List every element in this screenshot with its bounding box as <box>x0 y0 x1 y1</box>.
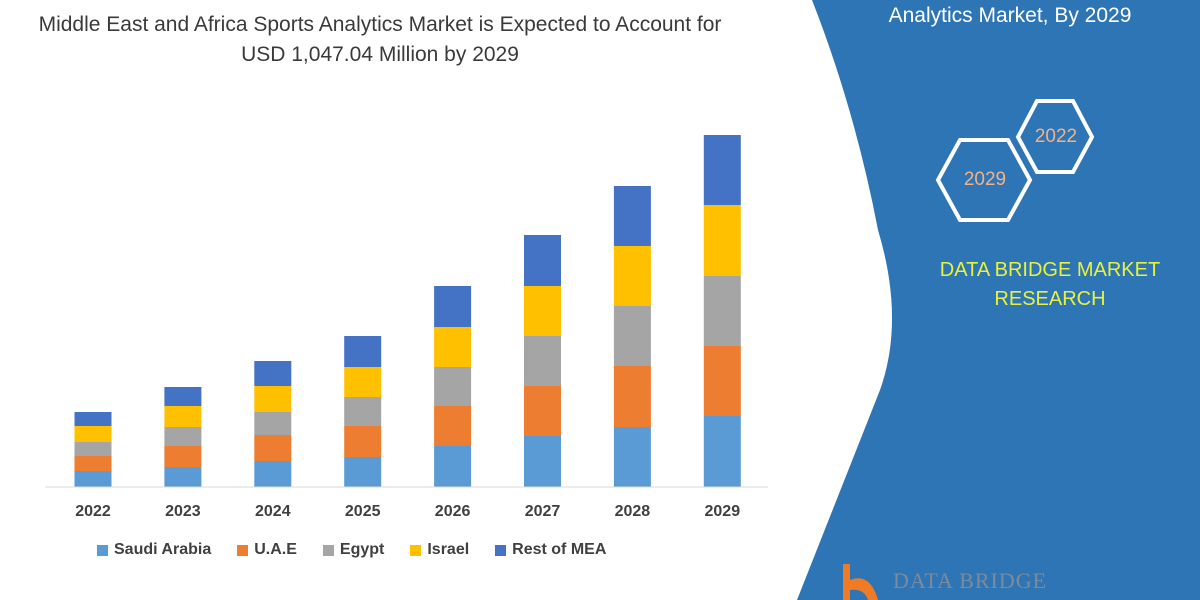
bar-segment-2026-israel <box>434 327 472 367</box>
bar-segment-2026-saudi-arabia <box>434 446 472 487</box>
bar-segment-2025-egypt <box>344 397 382 426</box>
legend-label: Egypt <box>339 541 385 558</box>
bar-segment-2026-egypt <box>434 367 472 406</box>
x-tick-label: 2026 <box>434 503 471 520</box>
bar-segment-2027-israel <box>524 286 561 336</box>
legend-label: Saudi Arabia <box>114 541 212 558</box>
legend-item: Israel <box>410 541 469 559</box>
bar-segment-2022-egypt <box>74 442 112 456</box>
bar-segment-2024-rest-of-mea <box>254 361 292 386</box>
x-tick-label: 2025 <box>344 503 381 520</box>
bar-segment-2022-u-a-e <box>74 456 112 471</box>
bar-segment-2029-u-a-e <box>703 346 741 416</box>
bar-segment-2029-rest-of-mea <box>703 135 741 205</box>
bar-segment-2027-saudi-arabia <box>524 436 561 487</box>
legend-label: Rest of MEA <box>512 541 607 558</box>
hex-label-2029: 2029 <box>963 169 1007 190</box>
bar-segment-2025-saudi-arabia <box>344 457 382 487</box>
logo-text: DATA BRIDGE <box>893 568 1048 593</box>
bar-segment-2026-u-a-e <box>434 406 472 446</box>
legend-item: U.A.E <box>237 541 297 559</box>
stacked-bar-chart <box>74 135 741 487</box>
brand-line-1: DATA BRIDGE MARKET <box>939 259 1161 281</box>
x-tick-label: 2027 <box>524 503 561 520</box>
bar-segment-2023-israel <box>164 406 202 427</box>
legend-item: Egypt <box>322 541 385 559</box>
legend-label: U.A.E <box>254 541 297 558</box>
x-tick-label: 2023 <box>165 503 201 520</box>
bar-segment-2025-rest-of-mea <box>344 336 382 367</box>
bar-segment-2025-israel <box>344 367 382 397</box>
side-panel-title: Analytics Market, By 2029 <box>888 4 1132 27</box>
bar-segment-2024-israel <box>254 386 292 412</box>
legend-swatch <box>410 544 422 556</box>
bar-segment-2027-u-a-e <box>524 386 561 436</box>
bar-segment-2028-israel <box>613 246 651 306</box>
hexagon-2029 <box>935 138 1033 222</box>
bar-segment-2027-rest-of-mea <box>524 235 561 286</box>
bar-segment-2023-egypt <box>164 427 202 446</box>
bar-segment-2022-israel <box>74 426 112 442</box>
chart-title: Middle East and Africa Sports Analytics … <box>38 13 722 66</box>
legend-swatch <box>237 544 249 556</box>
brand-text: DATA BRIDGE MARKET RESEARCH <box>905 256 1195 314</box>
bar-segment-2025-u-a-e <box>344 426 382 457</box>
bar-segment-2028-u-a-e <box>613 366 651 427</box>
x-tick-label: 2022 <box>75 503 111 520</box>
bar-segment-2024-egypt <box>254 412 292 435</box>
legend-item: Rest of MEA <box>495 541 606 559</box>
bar-segment-2023-saudi-arabia <box>164 467 202 487</box>
bar-segment-2026-rest-of-mea <box>434 286 472 327</box>
hexagon-2022 <box>1015 99 1095 174</box>
bar-segment-2028-egypt <box>613 306 651 366</box>
bar-segment-2022-saudi-arabia <box>74 471 112 487</box>
x-tick-label: 2024 <box>255 503 291 520</box>
hex-label-2022: 2022 <box>1034 126 1078 147</box>
bar-segment-2028-rest-of-mea <box>613 186 651 246</box>
legend-swatch <box>495 544 507 556</box>
brand-line-2: RESEARCH <box>994 288 1106 310</box>
logo-b-icon <box>843 564 878 600</box>
side-panel <box>797 0 1200 600</box>
bar-segment-2024-saudi-arabia <box>254 461 292 487</box>
bar-segment-2022-rest-of-mea <box>74 412 112 426</box>
legend-label: Israel <box>427 541 470 558</box>
x-tick-label: 2028 <box>614 503 651 520</box>
bar-segment-2029-egypt <box>703 276 741 346</box>
bar-segment-2023-rest-of-mea <box>164 387 202 406</box>
bar-segment-2029-saudi-arabia <box>703 416 741 487</box>
legend-swatch <box>322 544 334 556</box>
legend-item: Saudi Arabia <box>97 541 211 559</box>
legend-swatch <box>97 544 108 556</box>
x-tick-label: 2029 <box>704 503 741 520</box>
legend: Saudi Arabia U.A.E Egypt Israel Rest of MEA <box>97 541 632 559</box>
bar-segment-2024-u-a-e <box>254 435 292 461</box>
bar-segment-2023-u-a-e <box>164 446 202 467</box>
bar-segment-2027-egypt <box>524 336 561 386</box>
bar-segment-2028-saudi-arabia <box>613 427 651 487</box>
bar-segment-2029-israel <box>703 205 741 276</box>
